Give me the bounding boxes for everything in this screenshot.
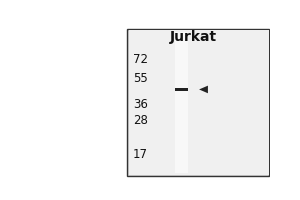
Polygon shape bbox=[199, 86, 208, 93]
Bar bbox=[129, 30, 269, 175]
Bar bbox=[127, 29, 269, 176]
Text: 36: 36 bbox=[133, 98, 148, 111]
Text: 17: 17 bbox=[133, 148, 148, 161]
Bar bbox=[175, 88, 188, 91]
Text: 72: 72 bbox=[133, 53, 148, 66]
Bar bbox=[175, 32, 188, 173]
Text: 28: 28 bbox=[133, 114, 148, 127]
Text: Jurkat: Jurkat bbox=[170, 30, 217, 44]
Text: 55: 55 bbox=[133, 72, 148, 85]
